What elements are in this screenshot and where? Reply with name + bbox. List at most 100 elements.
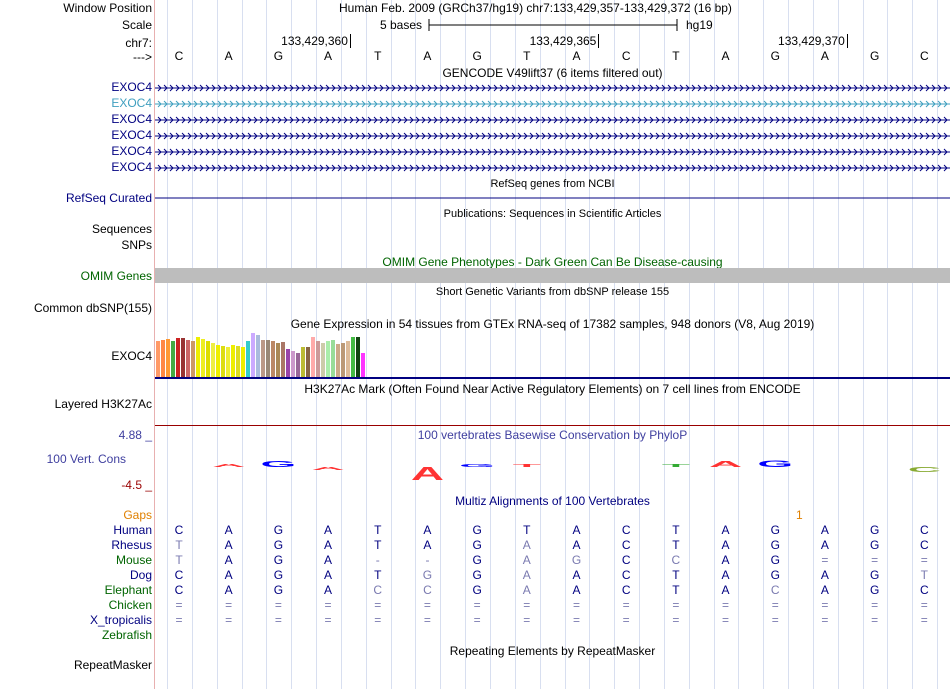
label-species[interactable]: Human [113, 523, 152, 537]
gtex-tissue-bar[interactable] [236, 346, 240, 377]
gtex-tissue-bar[interactable] [311, 337, 315, 377]
gtex-tissue-bar[interactable] [346, 341, 350, 377]
gencode-transcript[interactable] [155, 164, 950, 172]
alignment-base: G [422, 568, 433, 582]
gtex-tissue-bar[interactable] [326, 341, 330, 377]
gtex-tissue-bar[interactable] [306, 347, 310, 377]
reference-base: T [523, 49, 531, 63]
gtex-tissue-bar[interactable] [191, 341, 195, 377]
gencode-transcript[interactable] [155, 148, 950, 156]
phylop-logo-letter: T [662, 463, 690, 468]
label-species[interactable]: Zebrafish [101, 628, 152, 642]
gtex-tissue-bar[interactable] [186, 340, 190, 377]
label-exoc4-transcript[interactable]: EXOC4 [111, 160, 152, 174]
alignment-row[interactable]: T A G A - - G A G C C A G = = = [155, 553, 950, 567]
gtex-tissue-bar[interactable] [241, 347, 245, 377]
gencode-transcript[interactable] [155, 132, 950, 140]
gtex-tissue-bar[interactable] [271, 341, 275, 377]
alignment-row[interactable]: = = = = = = = = = = = = = = = = [155, 613, 950, 627]
gtex-tissue-bar[interactable] [161, 340, 165, 377]
gtex-tissue-bar[interactable] [166, 339, 170, 377]
gtex-tissue-bar[interactable] [341, 343, 345, 377]
gaps-value: 1 [796, 508, 803, 522]
alignment-base: A [224, 523, 233, 537]
label-exoc4-transcript[interactable]: EXOC4 [111, 80, 152, 94]
label-species[interactable]: X_tropicalis [89, 613, 152, 627]
alignment-base: G [472, 568, 482, 582]
alignment-base: = [523, 613, 531, 627]
label-exoc4-transcript[interactable]: EXOC4 [111, 112, 152, 126]
phylop-logo-plot[interactable]: A G A A G T T A GC [155, 445, 950, 490]
gtex-tissue-bar[interactable] [156, 341, 160, 377]
gtex-tissue-bar[interactable] [356, 337, 360, 377]
gtex-tissue-bar[interactable] [256, 335, 260, 377]
alignment-row[interactable]: = = = = = = = = = = = = = = = = [155, 598, 950, 612]
alignment-row[interactable] [155, 628, 950, 642]
gtex-tissue-bar[interactable] [221, 346, 225, 377]
gtex-tissue-bar[interactable] [316, 341, 320, 377]
gtex-tissue-bar[interactable] [276, 343, 280, 377]
label-species[interactable]: Rhesus [111, 538, 152, 552]
label-species[interactable]: Dog [129, 568, 152, 582]
omim-gene-bar[interactable] [155, 268, 950, 283]
gtex-tissue-bar[interactable] [321, 343, 325, 377]
alignment-base: A [423, 523, 432, 537]
gtex-tissue-bar[interactable] [246, 341, 250, 377]
gtex-tissue-bar[interactable] [176, 338, 180, 377]
gtex-tissue-bar[interactable] [251, 333, 255, 377]
gtex-tissue-bar[interactable] [196, 337, 200, 377]
label-snps[interactable]: SNPs [121, 238, 152, 252]
label-refseq[interactable]: RefSeq Curated [65, 191, 152, 205]
gtex-tissue-bar[interactable] [201, 339, 205, 377]
gtex-tissue-bar[interactable] [281, 342, 285, 377]
gtex-tissue-bar[interactable] [266, 340, 270, 377]
gtex-tissue-bar[interactable] [181, 338, 185, 377]
label-repeatmasker[interactable]: RepeatMasker [73, 658, 152, 672]
gtex-bar-chart[interactable] [155, 330, 950, 380]
gtex-tissue-bar[interactable] [261, 340, 265, 377]
gtex-tissue-bar[interactable] [361, 353, 365, 377]
alignment-base: G [472, 553, 482, 567]
gtex-tissue-bar[interactable] [291, 351, 295, 377]
label-species[interactable]: Chicken [108, 598, 152, 612]
gtex-tissue-bar[interactable] [211, 343, 215, 377]
label-gtex-gene[interactable]: EXOC4 [111, 349, 152, 363]
multiz-title: Multiz Alignments of 100 Vertebrates [455, 494, 650, 508]
label-exoc4-transcript[interactable]: EXOC4 [111, 144, 152, 158]
scale-bar [428, 19, 678, 31]
gtex-tissue-bar[interactable] [171, 341, 175, 377]
label-exoc4-transcript[interactable]: EXOC4 [111, 96, 152, 110]
refseq-gene-line[interactable] [155, 190, 950, 206]
gtex-tissue-bar[interactable] [351, 337, 355, 377]
gtex-tissue-bar[interactable] [301, 347, 305, 377]
gtex-tissue-bar[interactable] [216, 345, 220, 377]
label-h3k27ac[interactable]: Layered H3K27Ac [54, 397, 152, 411]
gtex-tissue-bar[interactable] [206, 341, 210, 377]
label-sequences[interactable]: Sequences [91, 222, 152, 236]
alignment-base: = [920, 553, 928, 567]
gencode-transcript[interactable] [155, 84, 950, 92]
label-species[interactable]: Elephant [104, 583, 152, 597]
label-gaps[interactable]: Gaps [123, 508, 152, 522]
gtex-tissue-bar[interactable] [286, 349, 290, 377]
gencode-transcript[interactable] [155, 100, 950, 108]
gtex-title: Gene Expression in 54 tissues from GTEx … [290, 317, 815, 331]
alignment-base: C [423, 583, 432, 597]
gtex-tissue-bar[interactable] [336, 344, 340, 377]
label-dbsnp[interactable]: Common dbSNP(155) [33, 301, 152, 315]
label-species[interactable]: Mouse [115, 553, 152, 567]
label-omim[interactable]: OMIM Genes [80, 269, 152, 283]
label-strand-arrow[interactable]: ---> [133, 50, 152, 64]
gtex-tissue-bar[interactable] [331, 340, 335, 377]
label-phylop[interactable]: 100 Vert. Cons [46, 452, 126, 466]
label-exoc4-transcript[interactable]: EXOC4 [111, 128, 152, 142]
gtex-tissue-bar[interactable] [296, 353, 300, 377]
gencode-transcripts[interactable] [155, 80, 950, 176]
gtex-tissue-bar[interactable] [231, 345, 235, 377]
gencode-transcript[interactable] [155, 116, 950, 124]
gtex-tissue-bar[interactable] [226, 347, 230, 377]
